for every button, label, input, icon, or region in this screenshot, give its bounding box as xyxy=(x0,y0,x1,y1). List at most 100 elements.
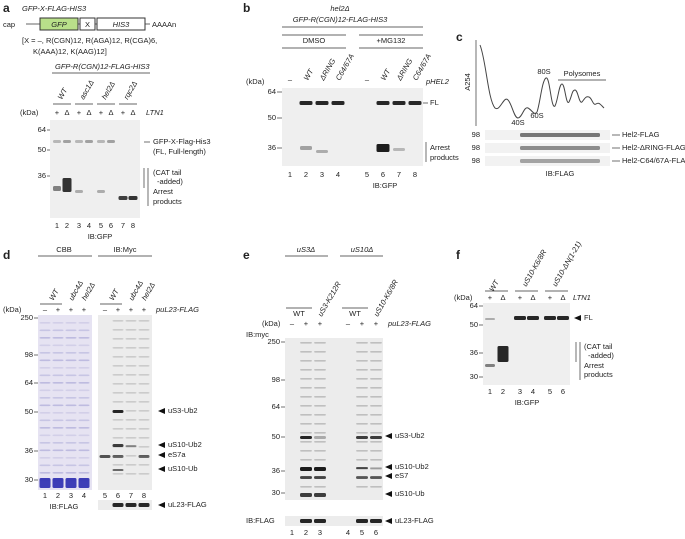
band xyxy=(356,441,368,443)
band xyxy=(138,356,150,358)
band xyxy=(300,387,312,389)
band xyxy=(112,428,124,430)
label: X xyxy=(85,20,90,29)
band xyxy=(39,397,51,399)
band xyxy=(65,449,77,452)
genotype: Δ xyxy=(560,293,565,302)
band xyxy=(65,352,77,354)
band xyxy=(300,369,312,371)
band xyxy=(78,329,90,332)
band xyxy=(138,401,150,403)
band xyxy=(356,436,368,439)
band xyxy=(138,329,150,331)
marker: 30 xyxy=(272,488,280,497)
band xyxy=(78,374,90,377)
annotation: Arrest xyxy=(153,187,174,196)
row-label: Hel2-FLAG xyxy=(622,130,660,139)
band xyxy=(356,476,368,479)
annotation: (CAT tail xyxy=(153,168,182,177)
band xyxy=(39,382,51,384)
band xyxy=(300,342,312,344)
band xyxy=(300,450,312,452)
band xyxy=(65,389,77,392)
band xyxy=(314,387,326,389)
band xyxy=(356,450,368,452)
band xyxy=(300,476,312,479)
plasmid: + xyxy=(142,305,147,314)
band xyxy=(356,467,368,469)
lane-number: 2 xyxy=(304,528,308,537)
band xyxy=(370,423,382,425)
band xyxy=(39,337,51,339)
plasmid: – xyxy=(290,319,295,328)
band xyxy=(314,459,326,461)
label: AAAAn xyxy=(152,20,176,29)
band xyxy=(52,472,64,474)
band xyxy=(65,472,77,474)
band xyxy=(112,338,124,340)
band xyxy=(39,472,51,474)
axis-label: A254 xyxy=(463,73,472,91)
band xyxy=(125,383,137,385)
blot xyxy=(485,156,610,166)
genotype: Δ xyxy=(64,108,69,117)
lane-number: 4 xyxy=(346,528,350,537)
genotype: Δ xyxy=(86,108,91,117)
variant: WT xyxy=(293,309,305,318)
band xyxy=(39,359,51,362)
band xyxy=(125,455,137,457)
band xyxy=(52,382,64,384)
band xyxy=(125,473,137,475)
band xyxy=(112,374,124,376)
band xyxy=(300,378,312,380)
band xyxy=(370,369,382,371)
band xyxy=(65,442,77,444)
band xyxy=(138,503,150,507)
band xyxy=(78,449,90,452)
lane-number: 2 xyxy=(56,491,60,500)
plasmid: + xyxy=(82,305,87,314)
band xyxy=(39,367,51,369)
antibody: IB:FLAG xyxy=(546,169,575,178)
band xyxy=(52,322,64,324)
panel-label: a xyxy=(3,1,10,15)
label: (kDa) xyxy=(246,77,265,86)
construct-title: GFP-X-FLAG-HIS3 xyxy=(22,4,87,13)
band xyxy=(125,329,137,331)
lane-number: 3 xyxy=(77,221,81,230)
band xyxy=(52,404,64,407)
band xyxy=(39,434,51,437)
annotation: eS7 xyxy=(395,471,408,480)
blot xyxy=(98,500,152,510)
plasmid: + xyxy=(374,319,379,328)
marker: 50 xyxy=(470,320,478,329)
marker: 30 xyxy=(25,475,33,484)
band xyxy=(356,519,368,523)
band xyxy=(125,365,137,367)
band xyxy=(370,351,382,353)
band xyxy=(112,320,124,322)
band xyxy=(485,364,495,367)
band xyxy=(65,464,77,467)
plasmid: – xyxy=(43,305,48,314)
band xyxy=(138,464,150,466)
band xyxy=(314,493,326,497)
arrowhead xyxy=(158,442,165,448)
band xyxy=(370,519,382,523)
band xyxy=(300,351,312,353)
antibody: IB:FLAG xyxy=(50,502,79,511)
band xyxy=(138,410,150,412)
band xyxy=(370,468,382,470)
band xyxy=(356,396,368,398)
band xyxy=(75,190,83,193)
band xyxy=(65,478,77,488)
marker: 98 xyxy=(272,375,280,384)
band xyxy=(65,434,77,437)
band xyxy=(85,140,93,143)
band xyxy=(128,196,138,200)
band xyxy=(65,382,77,384)
annotation: Arrest xyxy=(430,143,451,152)
panel-label: e xyxy=(243,248,250,262)
band xyxy=(112,365,124,367)
label: [X = –, R(CGN)12, R(AGA)12, R(CGA)6, xyxy=(22,36,157,45)
